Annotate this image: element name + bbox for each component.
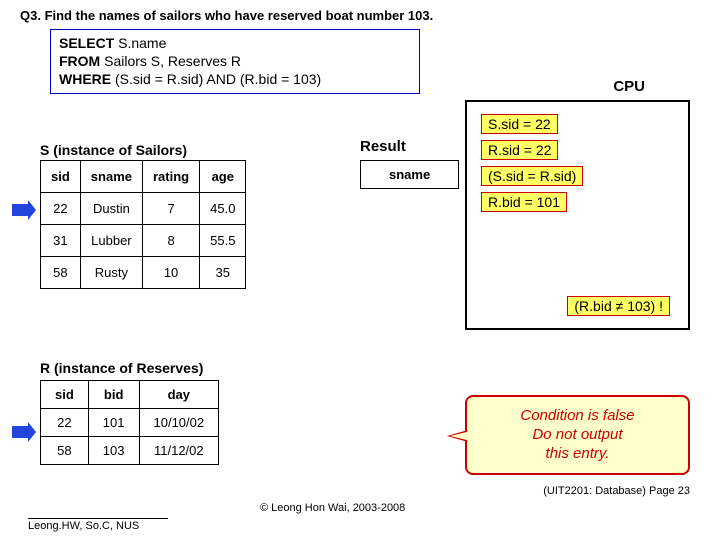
where-kw: WHERE — [59, 71, 111, 87]
table-row: 58 Rusty 10 35 — [41, 257, 246, 289]
cpu-outside-item: (R.bid ≠ 103) ! — [567, 296, 670, 316]
select-val: S.name — [114, 35, 166, 51]
question-title: Q3. Find the names of sailors who have r… — [0, 0, 720, 27]
cpu-item: R.sid = 22 — [481, 140, 558, 160]
col-header: day — [139, 381, 219, 409]
pointer-icon — [12, 200, 36, 220]
select-kw: SELECT — [59, 35, 114, 51]
from-val: Sailors S, Reserves R — [100, 53, 241, 69]
callout-line: Do not output — [475, 426, 680, 445]
where-val: (S.sid = R.sid) AND (R.bid = 103) — [111, 71, 321, 87]
copyright: © Leong Hon Wai, 2003-2008 — [260, 502, 405, 514]
col-header: sid — [41, 161, 81, 193]
table-row: 31 Lubber 8 55.5 — [41, 225, 246, 257]
s-table-label: S (instance of Sailors) — [40, 142, 187, 158]
reserves-table: sid bid day 22 101 10/10/02 58 103 11/12… — [40, 380, 219, 465]
cpu-item: R.bid = 101 — [481, 192, 567, 212]
callout-line: this entry. — [475, 445, 680, 464]
page-label: (UIT2201: Database) Page 23 — [543, 485, 690, 497]
table-row: 58 103 11/12/02 — [41, 437, 219, 465]
col-header: sname — [361, 161, 459, 189]
table-row: 22 Dustin 7 45.0 — [41, 193, 246, 225]
col-header: sname — [80, 161, 142, 193]
sql-query-box: SELECT S.name FROM Sailors S, Reserves R… — [50, 29, 420, 94]
from-kw: FROM — [59, 53, 100, 69]
footer: Leong.HW, So.C, NUS — [28, 518, 168, 532]
result-label: Result — [360, 138, 406, 155]
col-header: rating — [143, 161, 200, 193]
result-table: sname — [360, 160, 459, 189]
cpu-item: S.sid = 22 — [481, 114, 558, 134]
col-header: sid — [41, 381, 89, 409]
sailors-table: sid sname rating age 22 Dustin 7 45.0 31… — [40, 160, 246, 289]
cpu-label: CPU — [613, 78, 645, 95]
table-row: 22 101 10/10/02 — [41, 409, 219, 437]
callout-tail — [450, 430, 475, 442]
r-table-label: R (instance of Reserves) — [40, 360, 203, 376]
pointer-icon — [12, 422, 36, 442]
callout-line: Condition is false — [475, 407, 680, 426]
condition-callout: Condition is false Do not output this en… — [465, 395, 690, 475]
cpu-item: (S.sid = R.sid) — [481, 166, 583, 186]
col-header: bid — [88, 381, 139, 409]
col-header: age — [200, 161, 246, 193]
